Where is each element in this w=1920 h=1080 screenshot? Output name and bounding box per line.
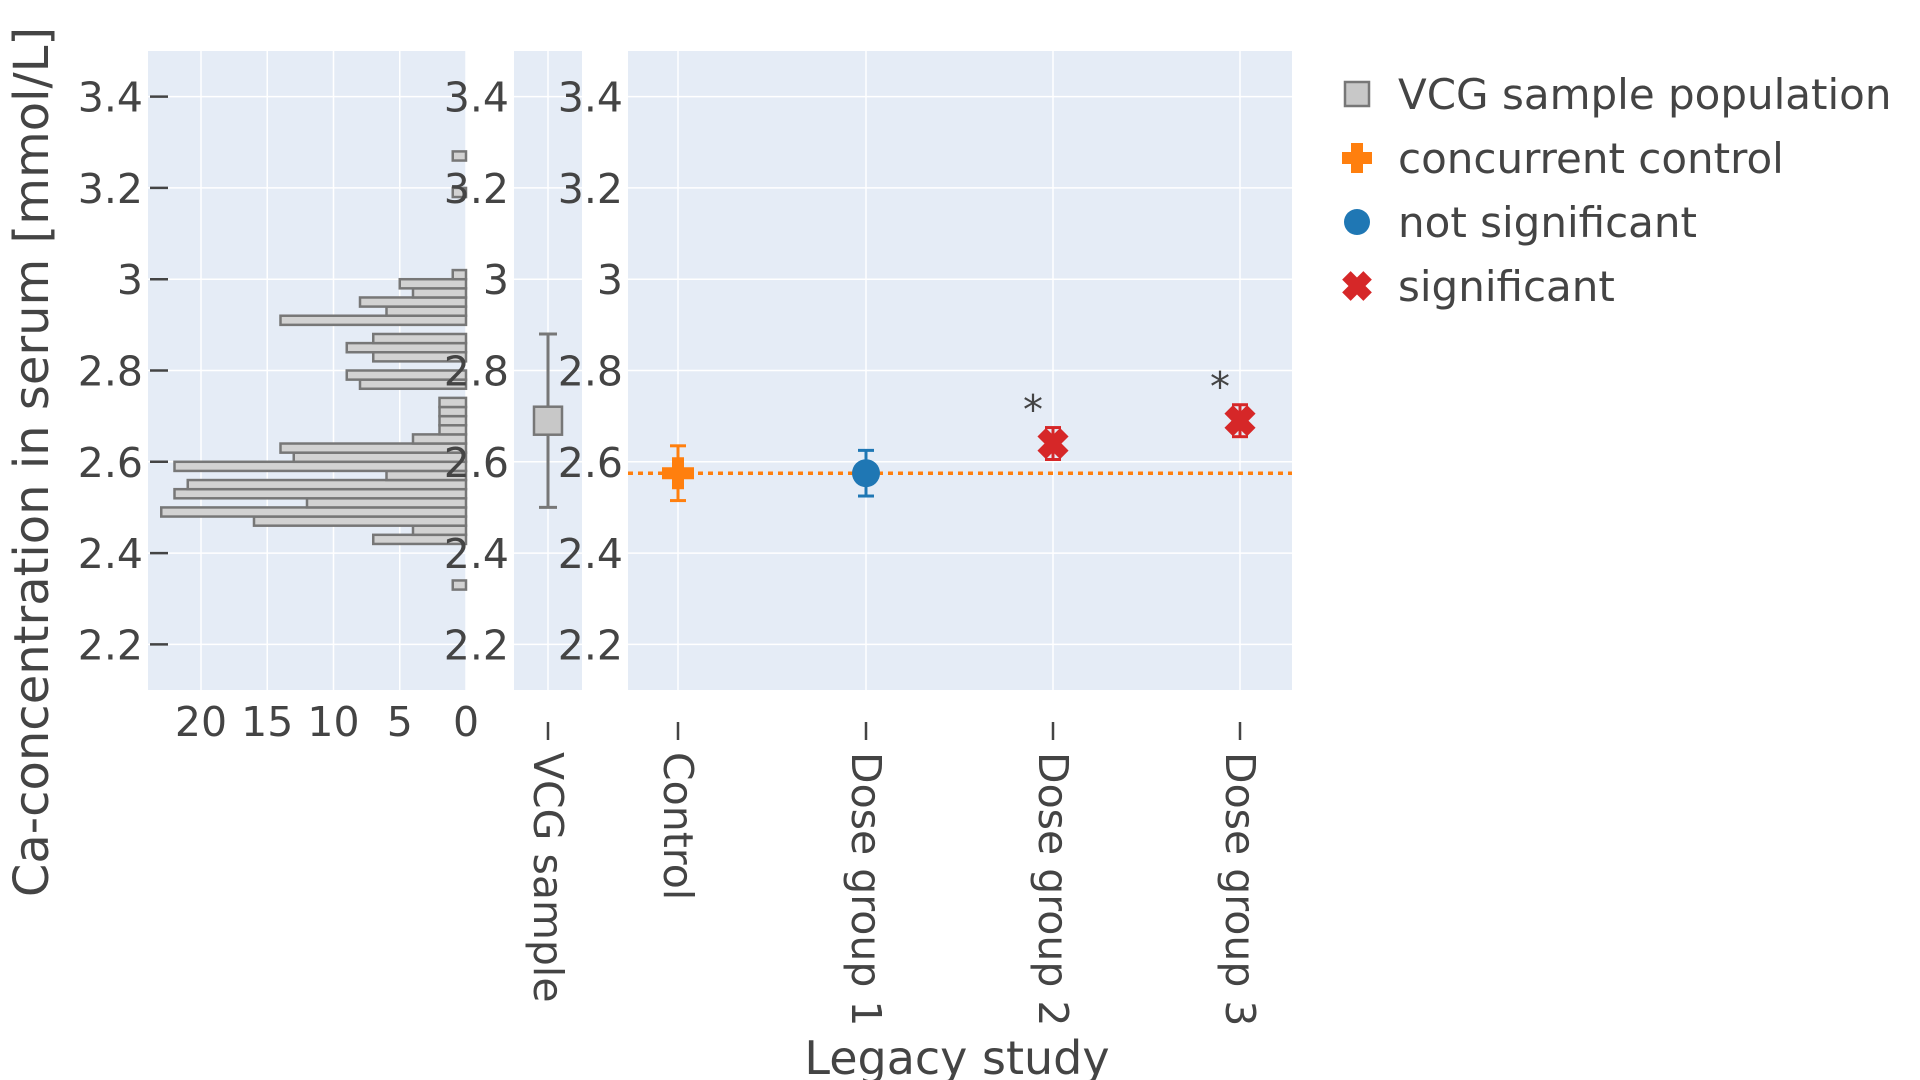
significance-annotation: * — [1210, 365, 1230, 411]
vcg-x-tick-label: VCG sample — [524, 752, 572, 1003]
histogram-bar — [451, 150, 468, 162]
histogram-bar — [451, 579, 468, 591]
significance-annotation: * — [1023, 388, 1043, 434]
y-tick-label: 3.4 — [78, 74, 143, 122]
y-tick-label: 3.2 — [444, 165, 509, 213]
legend-label: VCG sample population — [1398, 70, 1892, 119]
histogram-x-tick-label: 15 — [241, 698, 293, 746]
significant-marker — [1037, 427, 1069, 460]
legend-item: VCG sample population — [1343, 70, 1892, 119]
y-tick-label: 2.4 — [444, 530, 509, 578]
legend-item: significant — [1342, 262, 1615, 311]
axes: 2.2 2.2 2.2 2.4 2.4 2.4 2.6 2.6 2.6 2.8 2.8 2.8 3 3 3 3… — [78, 74, 1264, 1027]
histogram-x-tick-label: 5 — [387, 698, 413, 746]
y-tick-label: 3.2 — [78, 165, 143, 213]
significant-marker — [1224, 405, 1256, 437]
histogram-bar — [438, 414, 468, 427]
y-tick-label: 2.2 — [78, 621, 143, 669]
histogram-bar — [292, 451, 468, 464]
legend-square-icon — [1343, 80, 1371, 108]
histogram-bar — [305, 497, 468, 509]
y-tick-label: 3 — [117, 256, 143, 304]
legend-item: concurrent control — [1342, 134, 1784, 183]
histogram-x-tick-label: 10 — [307, 698, 359, 746]
histogram-bar — [160, 506, 468, 518]
histogram-bar — [173, 487, 468, 500]
y-tick-label: 2.6 — [78, 439, 143, 487]
histogram-bar — [186, 478, 468, 491]
legend: VCG sample population concurrent control n… — [1342, 70, 1892, 311]
y-tick-label: 3.2 — [558, 165, 623, 213]
histogram-bar — [279, 442, 468, 454]
y-axis-title: Ca-concentration in serum [mmol/L] — [4, 27, 60, 897]
legacy-x-tick-label: Dose group 1 — [842, 752, 890, 1026]
histogram-bar — [173, 460, 468, 473]
histogram-bar — [411, 287, 468, 299]
control-marker — [662, 457, 694, 490]
y-tick-label: 2.6 — [558, 439, 623, 487]
histogram-bar — [438, 405, 468, 418]
histogram-x-tick-label: 20 — [175, 698, 227, 746]
y-tick-label: 2.2 — [558, 621, 623, 669]
histogram-bar — [438, 424, 468, 436]
data-marks: * * — [160, 150, 1292, 591]
x-axis-title: Legacy study — [804, 1031, 1109, 1080]
y-tick-label: 2.4 — [78, 530, 143, 578]
y-tick-label: 2.8 — [444, 348, 509, 396]
histogram-bar — [345, 369, 468, 381]
gridlines — [148, 51, 1292, 690]
vcg-mean-marker — [532, 405, 564, 436]
legacy-x-tick-label: Control — [654, 752, 702, 900]
histogram-bar — [252, 515, 468, 527]
y-tick-label: 3.4 — [444, 74, 509, 122]
histogram-bar — [279, 314, 468, 327]
histogram-bar — [451, 268, 468, 281]
histogram-bar — [398, 277, 468, 290]
legend-label: concurrent control — [1398, 134, 1784, 183]
y-tick-label: 2.8 — [78, 348, 143, 396]
histogram-bar — [385, 305, 468, 317]
y-tick-label: 2.6 — [444, 439, 509, 487]
not-significant-marker — [852, 459, 880, 488]
legacy-x-tick-label: Dose group 2 — [1029, 752, 1077, 1026]
legend-cross-icon — [1342, 143, 1372, 173]
legend-label: not significant — [1398, 198, 1697, 247]
legend-item: not significant — [1344, 198, 1697, 247]
y-tick-label: 2.8 — [558, 348, 623, 396]
histogram-bar — [451, 186, 468, 199]
legacy-x-tick-label: Dose group 3 — [1216, 752, 1264, 1026]
histogram-bar — [358, 296, 468, 308]
legend-x-icon — [1342, 271, 1372, 301]
y-tick-label: 2.4 — [558, 530, 623, 578]
histogram-bar — [438, 396, 468, 409]
y-tick-label: 3 — [597, 256, 623, 304]
y-tick-label: 3 — [483, 256, 509, 304]
legend-label: significant — [1398, 262, 1615, 311]
histogram-x-tick-label: 0 — [453, 698, 479, 746]
legend-circle-icon — [1344, 209, 1370, 235]
histogram-bar — [372, 332, 468, 345]
y-tick-label: 2.2 — [444, 621, 509, 669]
y-tick-label: 3.4 — [558, 74, 623, 122]
